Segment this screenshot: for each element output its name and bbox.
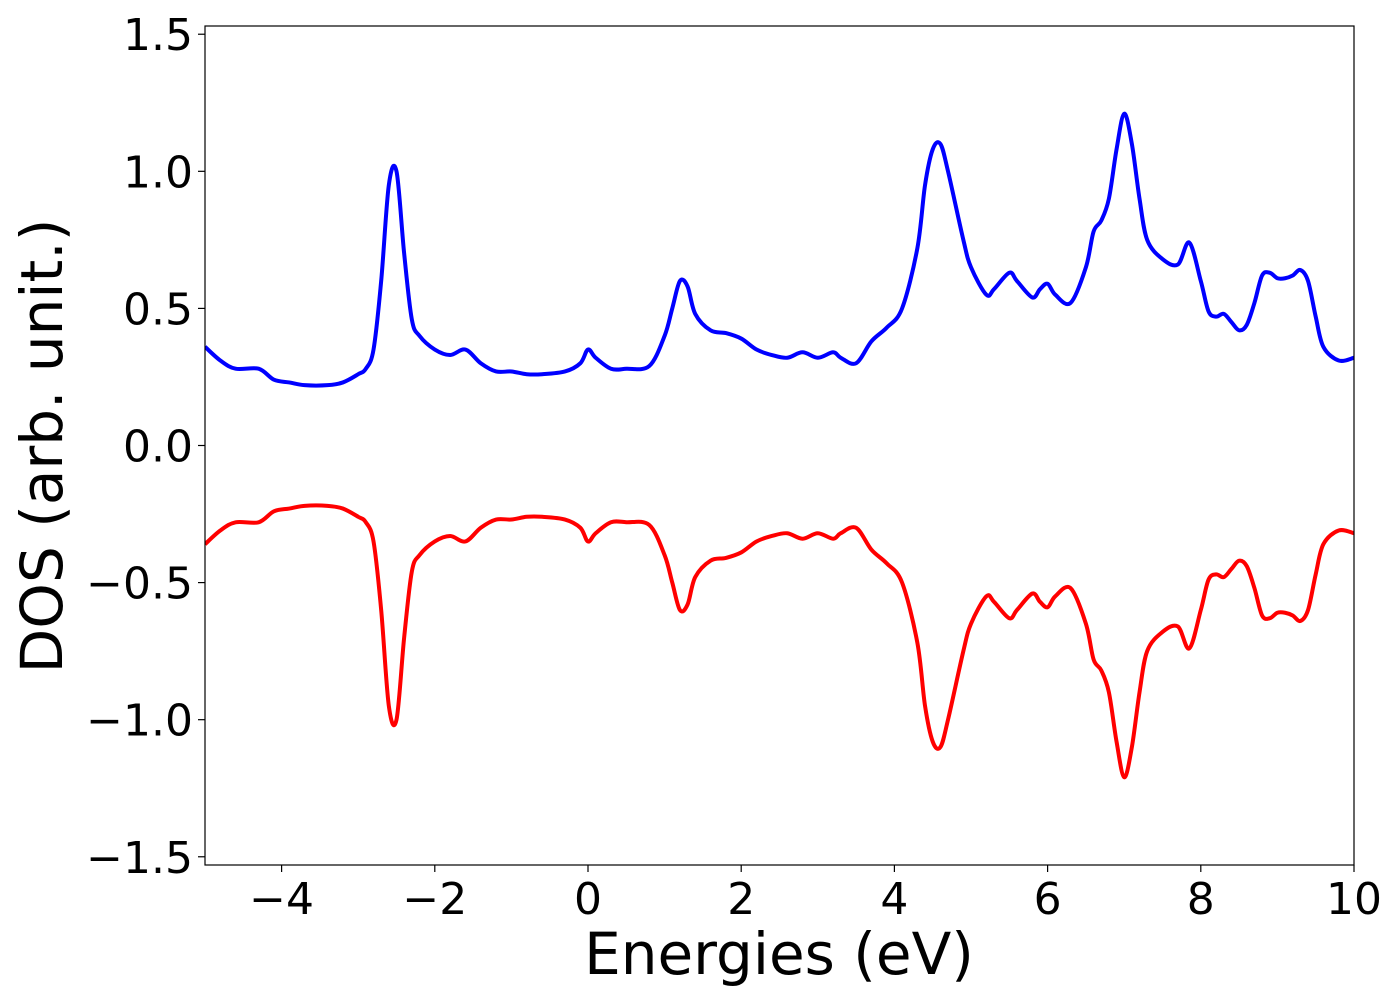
y-axis-ticks: −1.5 −1.0 −0.5 0.0 0.5 1.0 1.5 (86, 10, 205, 884)
x-tick-label: 4 (880, 874, 908, 925)
y-tick-label: −0.5 (86, 559, 193, 610)
x-axis-title: Energies (eV) (584, 920, 974, 988)
x-tick-label: −2 (402, 874, 467, 925)
y-tick-label: 0.0 (123, 422, 193, 473)
y-tick-label: −1.0 (86, 696, 193, 747)
x-tick-label: 2 (727, 874, 755, 925)
x-tick-label: 6 (1034, 874, 1062, 925)
series-line-1 (205, 111, 1354, 388)
x-tick-label: 0 (574, 874, 602, 925)
x-tick-label: 8 (1187, 874, 1215, 925)
x-axis-ticks: −4 −2 0 2 4 6 8 10 (249, 865, 1382, 925)
series-line-2 (205, 503, 1354, 780)
x-tick-label: 10 (1326, 874, 1382, 925)
x-tick-label: −4 (249, 874, 314, 925)
y-tick-label: −1.5 (86, 833, 193, 884)
series-layer (205, 111, 1354, 780)
y-tick-label: 1.0 (123, 147, 193, 198)
y-tick-label: 0.5 (123, 284, 193, 335)
y-axis-title: DOS (arb. unit.) (8, 219, 76, 674)
plot-area-frame (204, 25, 1355, 866)
y-tick-label: 1.5 (123, 10, 193, 61)
